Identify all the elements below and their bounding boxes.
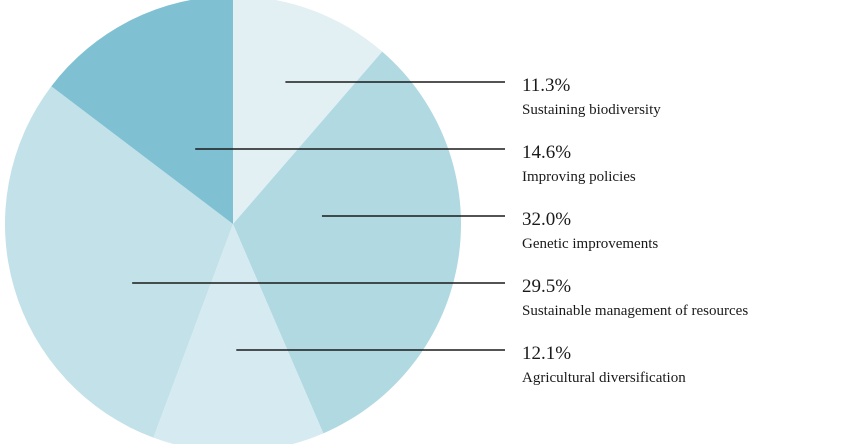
pie-slice-genetic-improvements [233,51,461,434]
slice-value-label: 29.5% [522,276,571,297]
slice-category-label: Sustainable management of resources [522,303,748,319]
slice-labels: 11.3% Sustaining biodiversity 14.6% Improvi… [522,75,748,386]
pie-slice-agricultural-diversification [153,224,324,444]
pie-slice-sustaining-biodiversity [233,0,383,224]
pie-slice-sustainable-management-of-resources [4,86,234,438]
pie-slice-improving-policies [51,0,233,224]
pie-slices [4,0,461,444]
leader-lines [132,81,505,351]
slice-category-label: Agricultural diversification [522,370,686,386]
slice-category-label: Improving policies [522,169,636,185]
slice-value-label: 32.0% [522,209,571,230]
slice-value-label: 14.6% [522,142,571,163]
slice-category-label: Sustaining biodiversity [522,102,661,118]
slice-category-label: Genetic improvements [522,236,658,252]
slice-value-label: 11.3% [522,75,571,96]
slice-value-label: 12.1% [522,343,571,364]
